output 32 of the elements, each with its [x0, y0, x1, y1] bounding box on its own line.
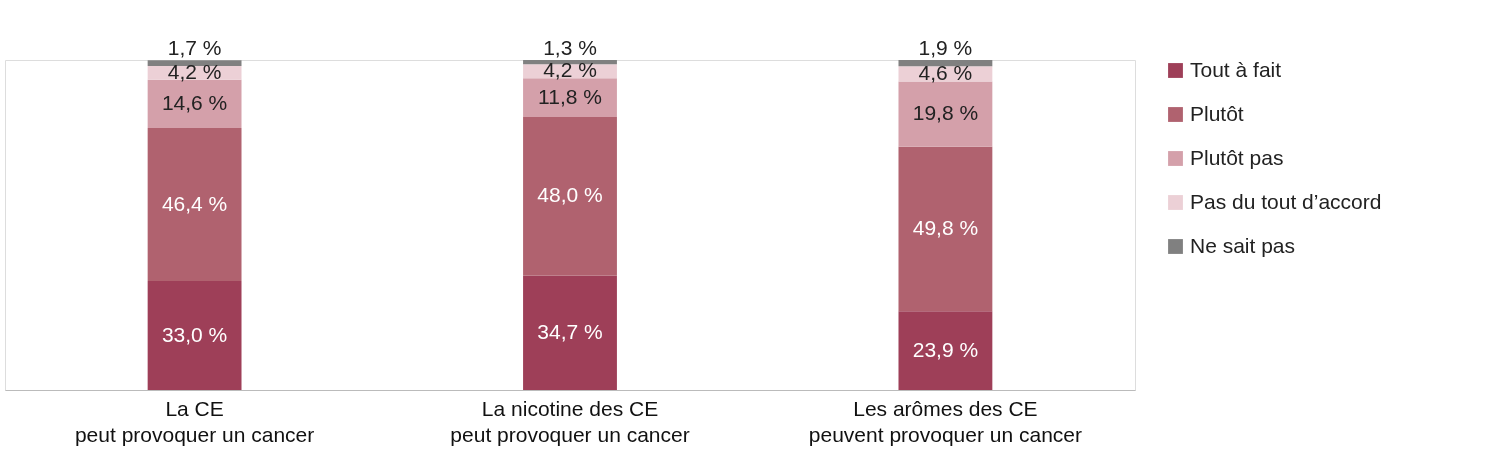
bar: [898, 60, 993, 67]
data-label: 23,9 %: [912, 337, 979, 361]
data-label: 11,8 %: [538, 84, 602, 108]
bar: [523, 275, 617, 390]
legend-label: Pas du tout d’accord: [1190, 189, 1382, 213]
data-label: 19,8 %: [912, 101, 979, 125]
data-label: 34,7 %: [537, 319, 603, 343]
data-label: 33,0 %: [161, 322, 228, 346]
x-tick-label: La nicotine des CE peut provoquer un cancer: [450, 396, 690, 446]
data-label: 14,6 %: [161, 90, 228, 114]
x-tick-label: Les arômes des CE peuvent provoquer un cancer: [808, 396, 1083, 446]
legend-label: Plutôt pas: [1190, 145, 1284, 169]
data-label: 46,4 %: [161, 191, 228, 215]
data-label: 4,6 %: [918, 60, 973, 84]
bar: [523, 117, 617, 276]
bar: [147, 127, 242, 282]
x-tick-label: La CE peut provoquer un cancer: [74, 396, 315, 446]
data-label: 1,7 %: [167, 36, 222, 60]
data-label: 1,3 %: [543, 36, 597, 59]
legend-label: Ne sait pas: [1190, 233, 1296, 257]
bar: [898, 146, 993, 312]
data-label: 1,9 %: [918, 36, 973, 59]
bar: [147, 281, 242, 390]
data-label: 4,2 %: [167, 59, 222, 83]
legend-label: Tout à fait: [1190, 57, 1282, 81]
bar: [147, 60, 242, 66]
bar: [898, 81, 993, 147]
data-label: 49,8 %: [912, 215, 979, 239]
bar: [898, 311, 993, 390]
legend-label: Plutôt: [1190, 101, 1244, 125]
data-label: 48,0 %: [537, 183, 603, 207]
data-label: 4,2 %: [543, 58, 597, 82]
